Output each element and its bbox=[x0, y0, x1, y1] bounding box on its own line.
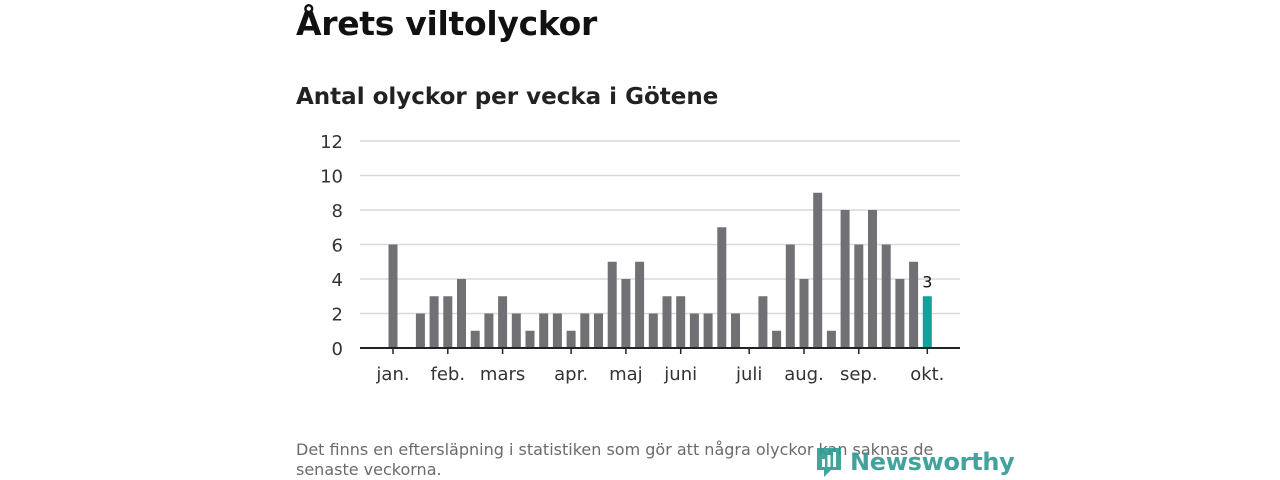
bar bbox=[566, 330, 576, 348]
brand-name: Newsworthy bbox=[850, 448, 1015, 476]
bar-highlight bbox=[922, 296, 932, 348]
y-tick-label: 12 bbox=[320, 132, 343, 153]
bar bbox=[552, 313, 562, 348]
bar bbox=[484, 313, 494, 348]
bar bbox=[772, 330, 782, 348]
x-tick-label: aug. bbox=[784, 364, 824, 385]
chart-subtitle: Antal olyckor per vecka i Götene bbox=[296, 84, 719, 110]
x-tick-label: juni bbox=[663, 364, 697, 385]
footnote: Det finns en eftersläpning i statistiken… bbox=[296, 440, 934, 479]
bar bbox=[607, 261, 617, 348]
bar bbox=[388, 244, 398, 348]
bar bbox=[648, 313, 658, 348]
bar bbox=[717, 227, 727, 348]
bar bbox=[580, 313, 590, 348]
chart-title: Årets viltolyckor bbox=[296, 4, 597, 43]
y-axis-labels: 0 2 4 6 8 10 12 bbox=[320, 132, 343, 360]
bar bbox=[443, 296, 453, 348]
bars bbox=[388, 192, 932, 348]
x-tick-label: apr. bbox=[554, 364, 588, 385]
bar bbox=[415, 313, 425, 348]
newsworthy-logo[interactable]: Newsworthy bbox=[814, 444, 1015, 480]
newsworthy-logo-icon bbox=[817, 448, 841, 477]
y-tick-label: 4 bbox=[332, 270, 343, 291]
bar bbox=[621, 279, 631, 348]
x-tick-label: jan. bbox=[375, 364, 409, 385]
x-axis: jan. feb. mars apr. maj juni juli aug. sep. okt. bbox=[360, 347, 960, 385]
x-tick-label: mars bbox=[480, 364, 525, 385]
bar bbox=[909, 261, 919, 348]
bar bbox=[813, 192, 823, 348]
y-tick-label: 8 bbox=[332, 201, 343, 222]
bar bbox=[635, 261, 645, 348]
y-tick-label: 6 bbox=[332, 236, 343, 257]
bar bbox=[758, 296, 768, 348]
bar bbox=[457, 279, 466, 348]
bar bbox=[799, 279, 809, 348]
bar bbox=[429, 296, 439, 348]
bar bbox=[881, 244, 891, 348]
x-tick-label: okt. bbox=[910, 364, 944, 385]
x-tick-label: maj bbox=[609, 364, 643, 385]
bar bbox=[511, 313, 521, 348]
bar bbox=[525, 330, 535, 348]
bar bbox=[826, 330, 836, 348]
bar bbox=[854, 244, 864, 348]
bar bbox=[785, 244, 795, 348]
x-tick-label: feb. bbox=[431, 364, 466, 385]
bar bbox=[895, 279, 905, 348]
y-tick-label: 10 bbox=[320, 167, 343, 188]
bar bbox=[689, 313, 699, 348]
bar bbox=[731, 313, 740, 348]
bar bbox=[703, 313, 713, 348]
bar bbox=[662, 296, 672, 348]
bar bbox=[498, 296, 508, 348]
y-tick-label: 2 bbox=[332, 305, 343, 326]
bar bbox=[470, 330, 480, 348]
bar bbox=[676, 296, 686, 348]
bar bbox=[868, 210, 877, 348]
data-label: 3 bbox=[922, 272, 932, 291]
annotations: 3 bbox=[922, 272, 932, 291]
bar bbox=[594, 313, 603, 348]
x-tick-label: sep. bbox=[840, 364, 878, 385]
x-tick-label: juli bbox=[735, 364, 762, 385]
bar bbox=[840, 210, 850, 348]
y-tick-label: 0 bbox=[332, 339, 343, 360]
bar bbox=[539, 313, 549, 348]
